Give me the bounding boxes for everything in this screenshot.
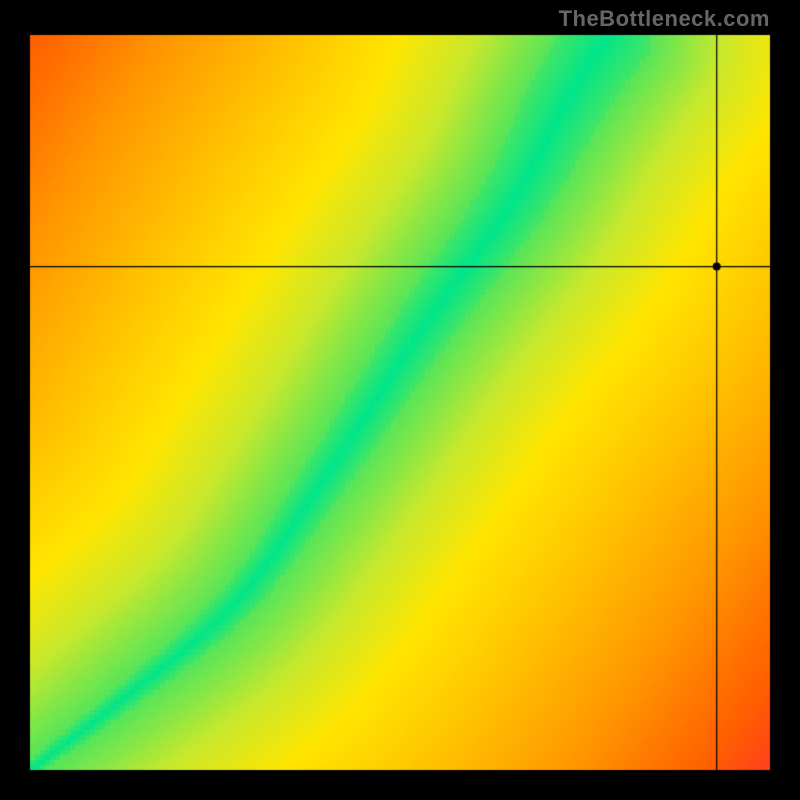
chart-container: TheBottleneck.com (0, 0, 800, 800)
bottleneck-heatmap (0, 0, 800, 800)
watermark-label: TheBottleneck.com (559, 6, 770, 32)
